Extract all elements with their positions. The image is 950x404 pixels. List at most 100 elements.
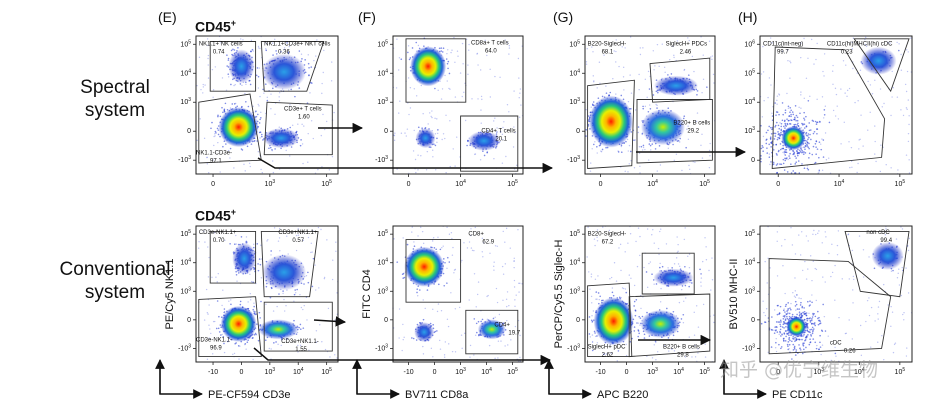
event-dot <box>779 143 782 145</box>
event-dot <box>902 114 905 117</box>
event-dot <box>776 95 779 97</box>
event-dot <box>765 131 768 134</box>
event-dot <box>879 170 882 173</box>
event-dot <box>310 120 313 122</box>
event-dot <box>321 82 323 85</box>
event-dot <box>775 143 777 146</box>
event-dot <box>788 115 791 117</box>
event-dot <box>701 157 704 159</box>
event-dot <box>217 115 219 118</box>
event-dot <box>303 283 305 285</box>
event-dot <box>760 147 763 150</box>
x-tick-label: 103 <box>265 367 276 376</box>
event-dot <box>862 145 864 147</box>
population-2 <box>641 109 685 146</box>
event-dot <box>486 295 488 298</box>
event-dot <box>824 132 827 134</box>
event-dot <box>808 152 811 155</box>
event-dot <box>236 105 239 108</box>
event-dot <box>270 108 272 110</box>
event-dot <box>210 127 212 130</box>
y-axis-label: PE/Cy5 NK1.1 <box>164 259 176 330</box>
event-dot <box>858 148 860 150</box>
event-dot <box>493 158 495 160</box>
event-dot <box>489 96 492 98</box>
event-dot <box>206 156 208 158</box>
event-dot <box>407 77 410 79</box>
event-dot <box>796 116 799 119</box>
event-dot <box>302 308 304 311</box>
event-dot <box>259 131 262 134</box>
event-dot <box>904 83 907 86</box>
event-dot <box>823 117 825 119</box>
event-dot <box>615 61 617 63</box>
event-dot <box>780 125 783 128</box>
event-dot <box>268 347 271 350</box>
event-dot <box>398 112 400 114</box>
event-dot <box>642 47 644 49</box>
event-dot <box>592 75 594 77</box>
tick-exponent: 5 <box>515 179 518 185</box>
event-dot <box>840 88 842 90</box>
event-dot <box>407 51 409 54</box>
event-dot <box>463 91 465 94</box>
event-dot <box>504 39 506 41</box>
event-dot <box>297 344 299 347</box>
gate-value: 99.7 <box>777 50 789 56</box>
event-dot <box>770 84 772 86</box>
event-dot <box>474 334 477 336</box>
event-dot <box>774 132 777 135</box>
event-dot <box>792 170 795 172</box>
event-dot <box>789 111 791 114</box>
event-dot <box>422 353 425 355</box>
event-dot <box>497 340 500 342</box>
event-dot <box>773 132 775 135</box>
event-dot <box>864 36 867 39</box>
event-dot <box>787 105 790 108</box>
event-dot <box>780 163 783 166</box>
event-dot <box>250 280 253 283</box>
event-dot <box>257 151 260 153</box>
event-dot <box>437 129 439 131</box>
event-dot <box>781 147 783 150</box>
event-dot <box>245 240 248 243</box>
event-dot <box>801 149 803 152</box>
event-dot <box>323 276 326 279</box>
event-dot <box>627 100 630 103</box>
event-dot <box>467 64 469 66</box>
event-dot <box>248 162 251 164</box>
event-dot <box>323 277 326 280</box>
event-dot <box>778 133 780 135</box>
event-dot <box>628 144 631 147</box>
gate-label: B220+ B cells <box>673 120 710 126</box>
event-dot <box>508 53 510 55</box>
event-dot <box>800 56 802 59</box>
event-dot <box>434 117 436 120</box>
event-dot <box>496 301 499 304</box>
event-dot <box>807 138 809 141</box>
event-dot <box>477 98 479 100</box>
event-dot <box>649 104 651 106</box>
event-dot <box>323 49 325 52</box>
panel-letter-g: (G) <box>553 9 574 25</box>
event-dot <box>789 152 791 155</box>
event-dot <box>618 65 620 68</box>
event-dot <box>815 140 818 143</box>
event-dot <box>261 171 264 174</box>
event-dot <box>476 52 479 55</box>
event-dot <box>797 151 799 154</box>
event-dot <box>334 354 336 356</box>
gate-value: 0.70 <box>213 238 225 244</box>
event-dot <box>315 330 318 332</box>
event-dot <box>449 165 451 168</box>
event-dot <box>803 151 805 153</box>
event-dot <box>274 38 276 41</box>
event-dot <box>287 52 290 55</box>
event-dot <box>451 254 454 256</box>
event-dot <box>498 313 501 316</box>
event-dot <box>821 96 824 98</box>
event-dot <box>778 135 781 137</box>
event-dot <box>519 88 522 90</box>
event-dot <box>659 164 662 166</box>
event-dot <box>287 51 290 54</box>
